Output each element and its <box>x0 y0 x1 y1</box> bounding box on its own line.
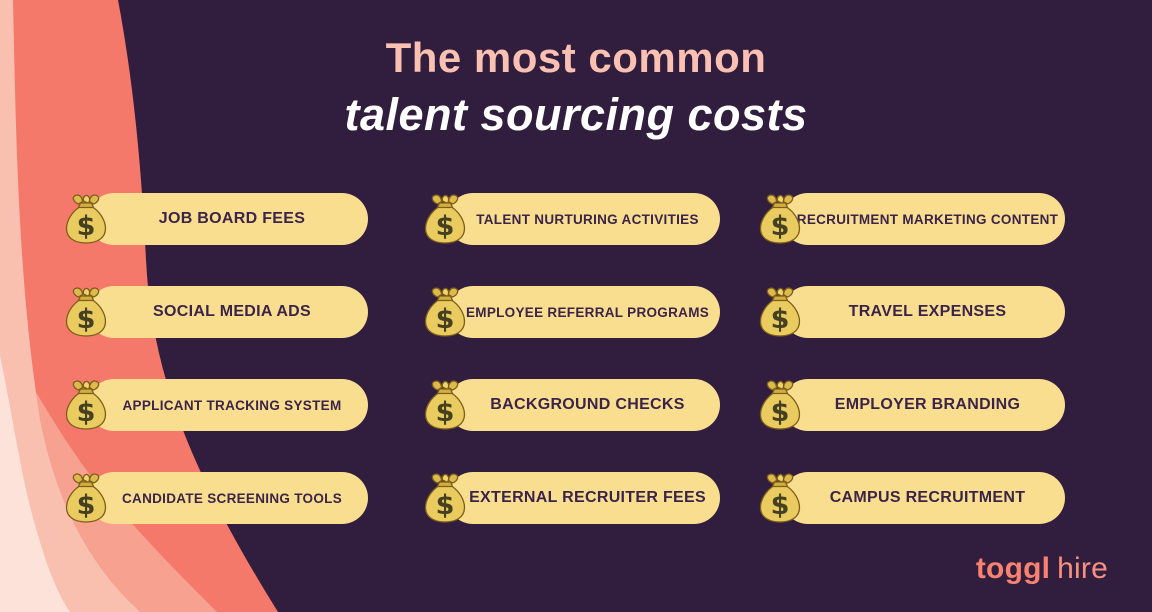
cost-item-label: SOCIAL MEDIA ADS <box>153 303 311 320</box>
money-bag-icon <box>756 473 804 523</box>
cost-column-3: RECRUITMENT MARKETING CONTENT TRAVEL EXP… <box>782 193 1065 565</box>
cost-item-pill: CAMPUS RECRUITMENT <box>782 472 1065 524</box>
money-bag-icon <box>756 194 804 244</box>
money-bag-icon <box>421 473 469 523</box>
cost-column-2: TALENT NURTURING ACTIVITIES EMPLOYEE REF… <box>447 193 720 565</box>
cost-item-label: APPLICANT TRACKING SYSTEM <box>122 397 342 413</box>
money-bag-icon <box>62 380 110 430</box>
money-bag-icon <box>756 380 804 430</box>
money-bag-icon <box>62 194 110 244</box>
cost-item-label: JOB BOARD FEES <box>158 210 306 227</box>
cost-item-label: RECRUITMENT MARKETING CONTENT <box>796 211 1059 227</box>
title-line-1: The most common <box>385 34 767 81</box>
money-bag-icon <box>421 287 469 337</box>
cost-item-pill: JOB BOARD FEES <box>88 193 368 245</box>
cost-item-label: EMPLOYER BRANDING <box>834 396 1021 413</box>
cost-item-label: EMPLOYEE REFERRAL PROGRAMS <box>465 304 710 320</box>
logo-brand-text: toggl <box>975 552 1051 585</box>
money-bag-icon <box>62 473 110 523</box>
cost-column-1: JOB BOARD FEES SOCIAL MEDIA ADS APPLICAN… <box>88 193 368 565</box>
cost-item-label: CAMPUS RECRUITMENT <box>829 489 1026 506</box>
money-bag-icon <box>421 380 469 430</box>
cost-item-pill: SOCIAL MEDIA ADS <box>88 286 368 338</box>
money-bag-icon <box>62 287 110 337</box>
cost-item-label: TRAVEL EXPENSES <box>848 303 1007 320</box>
cost-item-label: TALENT NURTURING ACTIVITIES <box>476 211 699 227</box>
title-line-2: talent sourcing costs <box>344 89 808 140</box>
title-block: The most common talent sourcing costs <box>0 34 1152 141</box>
cost-item-label: BACKGROUND CHECKS <box>490 396 685 413</box>
cost-item-pill: TALENT NURTURING ACTIVITIES <box>447 193 720 245</box>
cost-item-label: EXTERNAL RECRUITER FEES <box>469 489 706 506</box>
wave-band-lightest <box>0 355 70 612</box>
cost-item-label: CANDIDATE SCREENING TOOLS <box>121 490 342 506</box>
cost-item-pill: EMPLOYER BRANDING <box>782 379 1065 431</box>
cost-item-pill: EMPLOYEE REFERRAL PROGRAMS <box>447 286 720 338</box>
cost-item-pill: TRAVEL EXPENSES <box>782 286 1065 338</box>
money-bag-icon <box>421 194 469 244</box>
logo-product-text: hire <box>1057 552 1108 585</box>
money-bag-icon <box>756 287 804 337</box>
cost-item-pill: BACKGROUND CHECKS <box>447 379 720 431</box>
cost-item-pill: EXTERNAL RECRUITER FEES <box>447 472 720 524</box>
cost-item-pill: RECRUITMENT MARKETING CONTENT <box>782 193 1065 245</box>
cost-item-pill: CANDIDATE SCREENING TOOLS <box>88 472 368 524</box>
toggl-hire-logo: toggl hire <box>976 552 1108 586</box>
cost-item-pill: APPLICANT TRACKING SYSTEM <box>88 379 368 431</box>
